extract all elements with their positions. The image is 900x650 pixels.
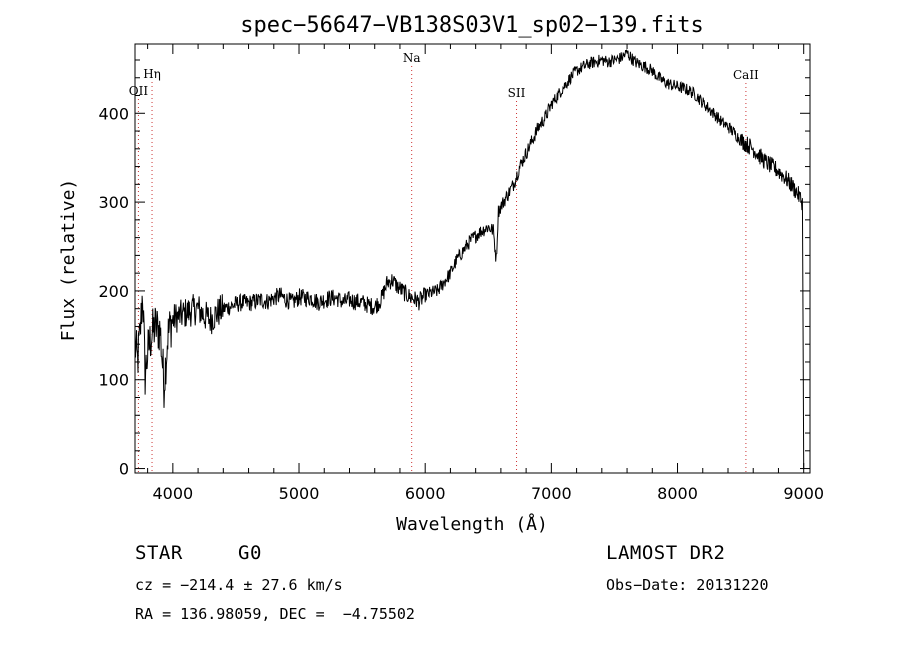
line-markers: OΙΙ Hη Na SΙΙ CaΙΙ [129,51,759,473]
x-tick-label: 4000 [152,484,193,503]
x-tick-label: 6000 [405,484,446,503]
line-marker-label: Hη [143,67,161,81]
y-tick-label: 200 [98,282,129,301]
x-axis-label: Wavelength (Å) [396,513,548,535]
plot-frame [134,43,811,474]
ra-dec: RA = 136.98059, DEC = −4.75502 [135,605,415,623]
obs-date: Obs−Date: 20131220 [606,576,769,594]
y-tick-label: 400 [98,104,129,123]
spectrum-chart: spec−56647−VB138S03V1_sp02−139.fits OΙΙ H… [58,13,824,535]
x-tick-label: 5000 [279,484,320,503]
x-tick-label: 8000 [657,484,698,503]
x-tick-label: 7000 [531,484,572,503]
object-subclass: G0 [238,542,262,564]
object-class: STAR [135,542,183,564]
line-marker-label: Na [403,51,421,65]
y-tick-label: 300 [98,193,129,212]
y-axis-label: Flux (relative) [58,179,79,342]
y-axis: 0 100 200 300 400 [98,59,810,479]
line-marker-label: CaΙΙ [733,68,759,82]
y-tick-label: 100 [98,371,129,390]
redshift-value: cz = −214.4 ± 27.6 km/s [135,576,343,594]
x-tick-label: 9000 [783,484,824,503]
chart-title: spec−56647−VB138S03V1_sp02−139.fits [240,13,704,38]
survey-label: LAMOST DR2 [606,542,726,564]
y-tick-label: 0 [119,460,129,479]
spectrum-series [134,49,805,469]
line-marker-label: SΙΙ [508,86,526,100]
spectrum-line [134,49,805,469]
x-axis: 4000 5000 6000 7000 8000 9000 [147,44,824,503]
line-marker-label: OΙΙ [129,84,149,98]
